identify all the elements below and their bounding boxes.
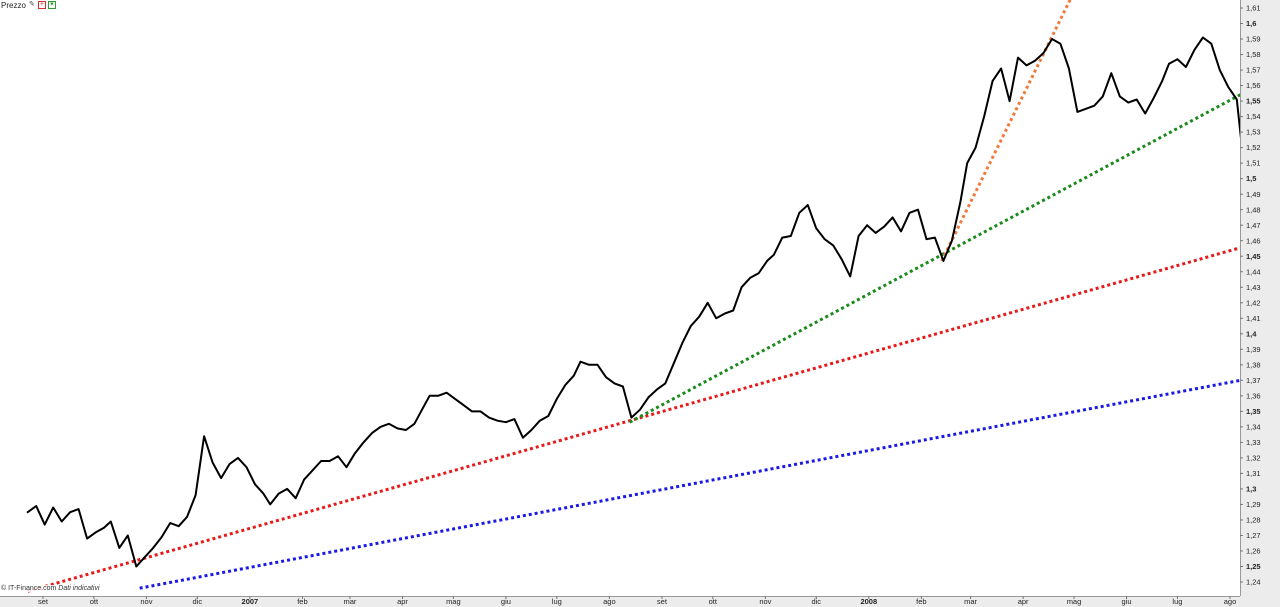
y-tick-label: 1,43 xyxy=(1246,283,1261,292)
y-tick-label: 1,35 xyxy=(1246,407,1261,416)
x-axis-panel xyxy=(0,596,1240,607)
x-tick-label: ago xyxy=(603,597,616,606)
x-tick-label: mag xyxy=(1067,597,1082,606)
plus-icon[interactable]: + xyxy=(37,1,46,9)
x-tick-label: apr xyxy=(1018,597,1029,606)
y-tick-label: 1,51 xyxy=(1246,159,1261,168)
y-tick-label: 1,53 xyxy=(1246,128,1261,137)
x-tick-label: ott xyxy=(90,597,99,606)
price-line xyxy=(26,36,1240,568)
x-tick-label: giu xyxy=(501,597,511,606)
y-tick-label: 1,56 xyxy=(1246,81,1261,90)
y-tick-label: 1,41 xyxy=(1246,314,1261,323)
x-tick-label: 2008 xyxy=(860,597,877,606)
y-tick-label: 1,57 xyxy=(1246,66,1261,75)
price-series xyxy=(26,36,1240,568)
trendline-blue xyxy=(139,378,1240,590)
x-axis: set ott nov dic 2007 feb mar apr mag giu lug ago set… xyxy=(38,596,1236,606)
y-tick-label: 1,39 xyxy=(1246,345,1261,354)
series-label: Prezzo xyxy=(1,0,26,10)
x-tick-label: giu xyxy=(1122,597,1132,606)
x-tick-label: set xyxy=(38,597,49,606)
y-tick-label: 1,38 xyxy=(1246,360,1261,369)
trendlines xyxy=(27,0,1240,593)
x-tick-label: feb xyxy=(297,597,307,606)
y-tick-label: 1,52 xyxy=(1246,143,1261,152)
y-tick-label: 1,46 xyxy=(1246,236,1261,245)
y-tick-label: 1,4 xyxy=(1246,329,1257,338)
y-tick-label: 1,5 xyxy=(1246,174,1256,183)
source-credit: © IT-Finance.com Dati indicativi xyxy=(1,585,100,592)
x-tick-label: apr xyxy=(397,597,408,606)
y-tick-label: 1,47 xyxy=(1246,221,1261,230)
x-tick-label: 2007 xyxy=(242,597,259,606)
y-tick-label: 1,44 xyxy=(1246,267,1261,276)
x-tick-label: dic xyxy=(811,597,821,606)
plot-area xyxy=(0,0,1240,596)
y-tick-label: 1,27 xyxy=(1246,531,1261,540)
y-axis: 1,24 1,25 1,26 1,27 1,28 1,29 1,3 1,31 1,32 1,33 1… xyxy=(1240,4,1261,587)
x-tick-label: lug xyxy=(552,597,562,606)
trendline-red xyxy=(27,246,1240,593)
y-tick-label: 1,25 xyxy=(1246,562,1261,571)
y-tick-label: 1,48 xyxy=(1246,205,1261,214)
y-tick-label: 1,26 xyxy=(1246,547,1261,556)
x-tick-label: set xyxy=(657,597,668,606)
x-tick-label: feb xyxy=(916,597,926,606)
y-tick-label: 1,45 xyxy=(1246,252,1261,261)
y-tick-label: 1,34 xyxy=(1246,422,1261,431)
y-tick-label: 1,49 xyxy=(1246,190,1261,199)
y-tick-label: 1,3 xyxy=(1246,485,1256,494)
y-tick-label: 1,42 xyxy=(1246,298,1261,307)
credit-source: © IT-Finance.com xyxy=(1,585,57,592)
y-tick-label: 1,36 xyxy=(1246,391,1261,400)
y-axis-panel xyxy=(1240,0,1280,607)
x-tick-label: ott xyxy=(709,597,718,606)
x-tick-label: dic xyxy=(193,597,203,606)
y-tick-label: 1,37 xyxy=(1246,376,1261,385)
pen-icon[interactable]: ✎ xyxy=(28,1,35,8)
credit-note: Dati indicativi xyxy=(58,585,100,592)
x-tick-label: mar xyxy=(964,597,977,606)
y-tick-label: 1,32 xyxy=(1246,453,1261,462)
y-tick-label: 1,6 xyxy=(1246,19,1256,28)
x-tick-label: ago xyxy=(1224,597,1237,606)
chart-toolbar: Prezzo ✎ + ▾ xyxy=(1,0,56,10)
y-tick-label: 1,55 xyxy=(1246,97,1261,106)
y-tick-label: 1,29 xyxy=(1246,500,1261,509)
y-tick-label: 1,31 xyxy=(1246,469,1261,478)
x-tick-label: mar xyxy=(343,597,356,606)
y-tick-label: 1,61 xyxy=(1246,4,1261,13)
y-tick-label: 1,59 xyxy=(1246,35,1261,44)
y-tick-label: 1,54 xyxy=(1246,112,1261,121)
x-tick-label: nov xyxy=(140,597,152,606)
arrow-down-icon[interactable]: ▾ xyxy=(47,1,56,9)
y-tick-label: 1,58 xyxy=(1246,50,1261,59)
trendline-orange xyxy=(940,0,1072,262)
y-tick-label: 1,24 xyxy=(1246,578,1261,587)
x-tick-label: mag xyxy=(446,597,461,606)
y-tick-label: 1,33 xyxy=(1246,438,1261,447)
x-tick-label: lug xyxy=(1172,597,1182,606)
y-tick-label: 1,28 xyxy=(1246,516,1261,525)
x-tick-label: nov xyxy=(759,597,771,606)
